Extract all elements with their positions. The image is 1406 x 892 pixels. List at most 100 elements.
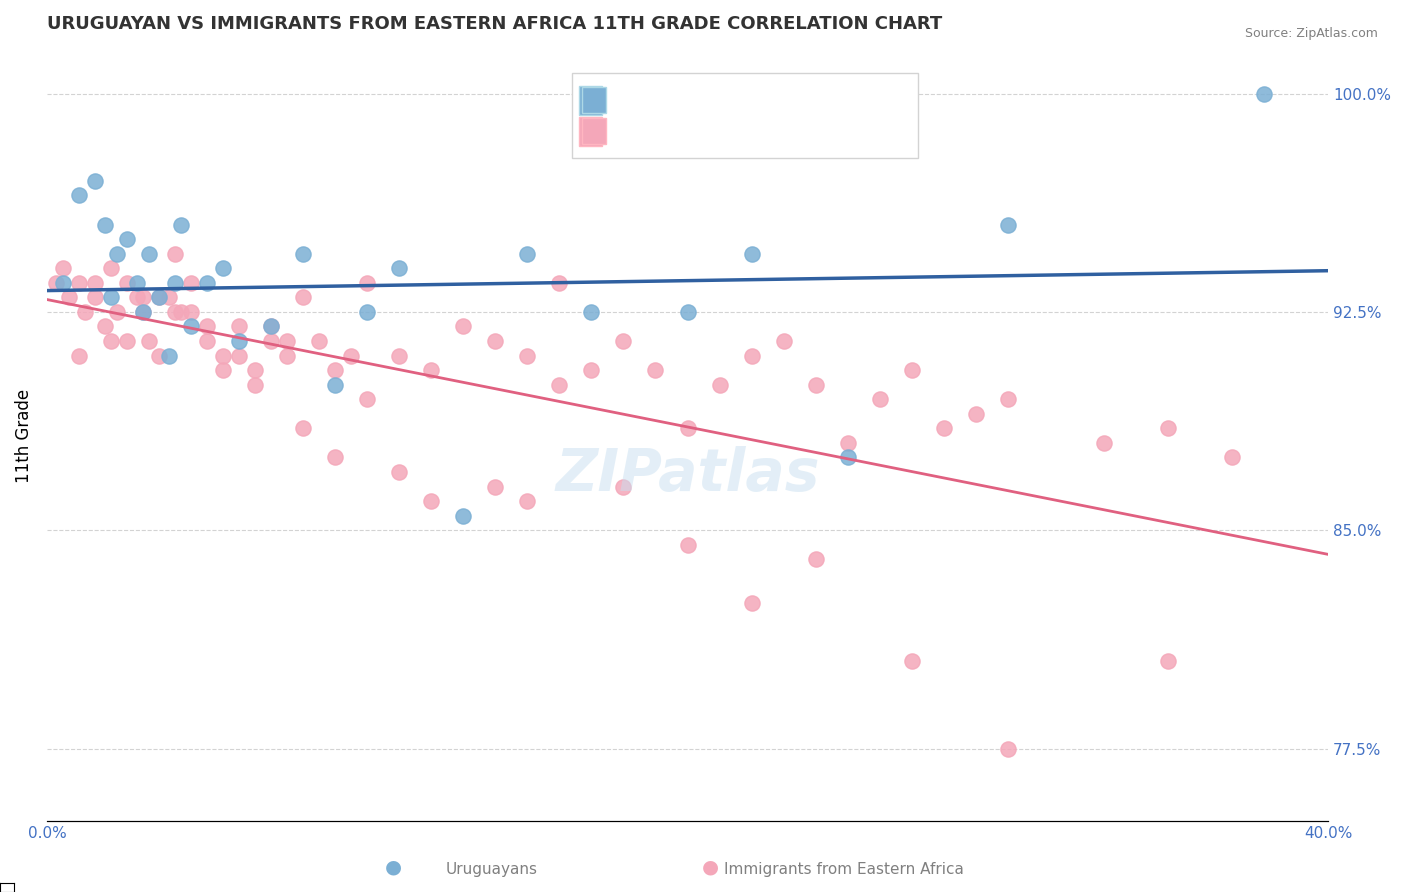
Point <box>260 334 283 348</box>
Point <box>138 334 160 348</box>
Point <box>45 276 67 290</box>
Bar <box>582 87 606 113</box>
Point <box>276 349 298 363</box>
Point <box>516 246 538 260</box>
Text: Uruguayans: Uruguayans <box>446 863 538 877</box>
Point <box>420 363 443 377</box>
Point <box>420 494 443 508</box>
Point <box>676 421 699 435</box>
Point <box>1157 654 1180 668</box>
Point <box>115 232 138 246</box>
Point <box>356 276 378 290</box>
Point <box>115 334 138 348</box>
Point <box>148 290 170 304</box>
Point <box>644 363 666 377</box>
Point <box>125 290 148 304</box>
Text: ZIPatlas: ZIPatlas <box>555 446 820 503</box>
Point <box>276 334 298 348</box>
Point <box>900 363 922 377</box>
Point <box>67 188 90 202</box>
Point <box>453 508 475 523</box>
Point <box>292 246 315 260</box>
Point <box>228 349 250 363</box>
Point <box>997 741 1019 756</box>
Point <box>1092 436 1115 450</box>
Point <box>741 349 763 363</box>
Point <box>180 319 202 334</box>
Point <box>105 246 128 260</box>
Text: Source: ZipAtlas.com: Source: ZipAtlas.com <box>1244 27 1378 40</box>
Point <box>388 349 411 363</box>
Point <box>157 290 180 304</box>
Point <box>148 290 170 304</box>
Point <box>84 174 107 188</box>
Point <box>148 349 170 363</box>
Point <box>356 392 378 407</box>
Point <box>484 480 506 494</box>
Point <box>180 276 202 290</box>
Point <box>869 392 891 407</box>
Point <box>581 305 603 319</box>
Point <box>243 377 266 392</box>
Point <box>1220 450 1243 465</box>
Point <box>581 363 603 377</box>
Point <box>170 305 193 319</box>
Point <box>93 319 115 334</box>
Point <box>484 334 506 348</box>
Point <box>212 261 235 276</box>
Point <box>388 465 411 479</box>
Point <box>157 349 180 363</box>
Point <box>132 305 155 319</box>
Bar <box>579 117 602 146</box>
Point <box>180 305 202 319</box>
Point <box>195 276 218 290</box>
Point <box>292 421 315 435</box>
Point <box>132 290 155 304</box>
Text: ●: ● <box>702 857 718 876</box>
Point <box>612 480 634 494</box>
Point <box>997 218 1019 232</box>
Point <box>163 305 186 319</box>
Bar <box>572 73 918 158</box>
Point <box>260 319 283 334</box>
Point <box>308 334 330 348</box>
Point <box>340 349 363 363</box>
Point <box>52 276 75 290</box>
Point <box>804 377 827 392</box>
Point <box>195 334 218 348</box>
Point <box>932 421 955 435</box>
Point <box>548 377 571 392</box>
Point <box>132 305 155 319</box>
Point <box>837 450 859 465</box>
Text: Immigrants from Eastern Africa: Immigrants from Eastern Africa <box>724 863 963 877</box>
Point <box>228 319 250 334</box>
Point <box>741 596 763 610</box>
Point <box>93 218 115 232</box>
Point <box>741 246 763 260</box>
Point <box>804 552 827 566</box>
Point <box>115 276 138 290</box>
Point <box>1157 421 1180 435</box>
Text: ●: ● <box>385 857 402 876</box>
Point <box>84 290 107 304</box>
Point <box>516 494 538 508</box>
Point <box>323 450 346 465</box>
Point <box>163 246 186 260</box>
Point <box>676 538 699 552</box>
Point <box>837 436 859 450</box>
Point <box>105 305 128 319</box>
Point <box>125 276 148 290</box>
Point <box>100 261 122 276</box>
Point <box>965 407 987 421</box>
Point <box>676 305 699 319</box>
Bar <box>582 118 606 144</box>
Text: URUGUAYAN VS IMMIGRANTS FROM EASTERN AFRICA 11TH GRADE CORRELATION CHART: URUGUAYAN VS IMMIGRANTS FROM EASTERN AFR… <box>46 15 942 33</box>
Point <box>292 290 315 304</box>
Point <box>260 319 283 334</box>
Point <box>516 349 538 363</box>
Point <box>75 305 97 319</box>
Point <box>323 363 346 377</box>
Point <box>997 392 1019 407</box>
Y-axis label: 11th Grade: 11th Grade <box>15 389 32 483</box>
Point <box>52 261 75 276</box>
